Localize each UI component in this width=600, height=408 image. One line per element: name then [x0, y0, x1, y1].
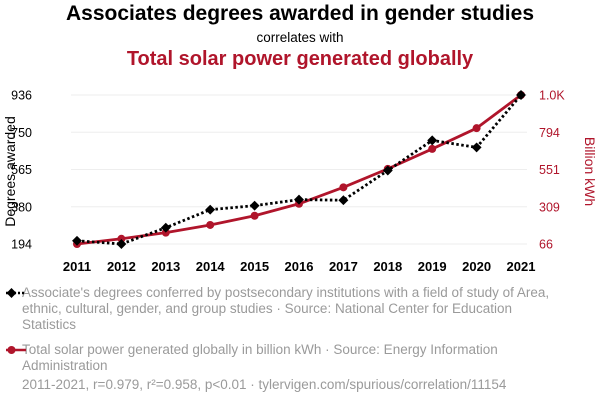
left-tick-label: 380: [11, 200, 32, 214]
right-tick-label: 794: [539, 126, 560, 140]
y-axis-label-right: Billion kWh: [582, 137, 598, 206]
left-tick-label: 936: [11, 89, 32, 103]
left-tick-label: 194: [11, 238, 32, 252]
left-tick-label: 750: [11, 126, 32, 140]
data-point-degrees: [382, 165, 393, 176]
chart-footer: 2011-2021, r=0.979, r²=0.958, p<0.01 · t…: [22, 377, 507, 392]
right-tick-label: 66: [539, 238, 553, 252]
x-tick-label: 2014: [196, 259, 226, 274]
left-tick-label: 565: [11, 163, 32, 177]
data-point-degrees: [471, 142, 482, 153]
x-tick-label: 2012: [107, 259, 136, 274]
data-point-degrees: [116, 239, 127, 249]
grid-lines: [71, 94, 527, 245]
data-point-degrees: [249, 200, 260, 211]
left-tick-labels: 194 380 565 750 936: [11, 89, 32, 252]
legend-item-degrees: Associate's degrees conferred by postsec…: [6, 285, 566, 333]
legend-label-solar: Total solar power generated globally in …: [22, 342, 498, 373]
data-point-degrees: [516, 90, 526, 100]
data-point-solar: [472, 124, 481, 133]
chart-title-secondary: Total solar power generated globally: [126, 48, 474, 70]
right-tick-label: 1.0K: [539, 89, 565, 103]
x-tick-label: 2020: [462, 259, 491, 274]
data-point-degrees: [427, 135, 438, 146]
data-point-solar: [206, 220, 215, 229]
y-axis-label-left: Degrees awarded: [2, 116, 18, 227]
x-tick-label: 2021: [507, 259, 536, 274]
legend-swatch-degrees: [6, 288, 26, 298]
right-tick-label: 309: [539, 200, 560, 214]
right-tick-labels: 66 309 551 794 1.0K: [539, 89, 565, 252]
data-point-degrees: [160, 222, 171, 233]
right-tick-label: 551: [539, 163, 560, 177]
x-tick-label: 2015: [240, 259, 269, 274]
series-line-degrees: [76, 94, 523, 246]
data-point-degrees: [72, 235, 82, 246]
data-point-solar: [428, 144, 437, 153]
data-point-solar: [339, 183, 348, 192]
chart-title: Associates degrees awarded in gender stu…: [65, 2, 534, 25]
chart-subtitle: correlates with: [256, 30, 344, 45]
data-point-solar: [250, 211, 259, 220]
series-degrees: [72, 90, 526, 249]
data-point-degrees: [338, 195, 349, 206]
x-tick-labels: 2011 2012 2013 2014 2015 2016 2017 2018 2019 2020…: [63, 259, 536, 274]
legend-item-solar: Total solar power generated globally in …: [6, 342, 566, 374]
data-point-degrees: [205, 204, 216, 215]
x-tick-label: 2011: [63, 259, 91, 274]
data-point-degrees: [294, 194, 304, 205]
x-tick-label: 2013: [151, 259, 180, 274]
x-tick-label: 2019: [418, 259, 447, 274]
legend-swatch-solar: [6, 346, 26, 354]
data-point-solar: [117, 234, 126, 243]
legend-label-degrees: Associate's degrees conferred by postsec…: [22, 285, 550, 332]
x-tick-label: 2017: [329, 259, 358, 274]
x-tick-label: 2016: [285, 259, 314, 274]
x-tick-label: 2018: [373, 259, 402, 274]
